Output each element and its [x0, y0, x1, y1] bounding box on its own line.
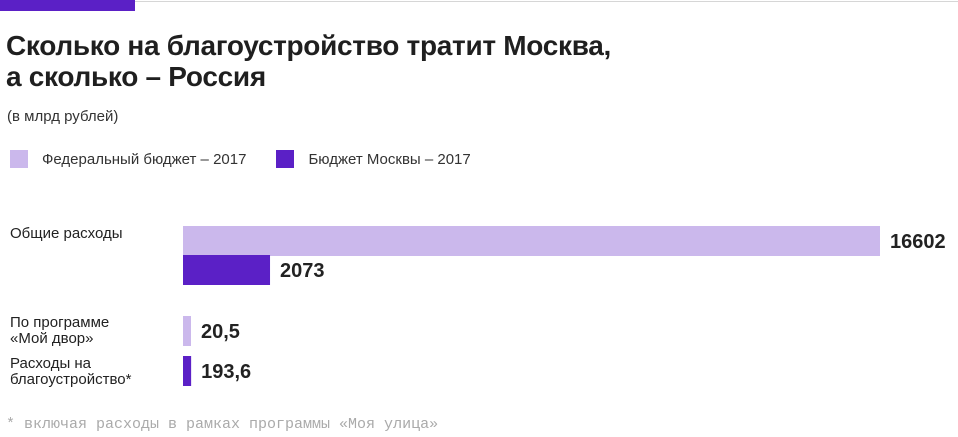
bar-improvement-moscow: [183, 356, 192, 386]
chart-title: Сколько на благоустройство тратит Москва…: [6, 30, 906, 92]
top-divider: [135, 1, 958, 2]
bar-value-label-total-moscow: 2073: [280, 260, 325, 282]
legend-item-federal: Федеральный бюджет – 2017: [10, 150, 246, 168]
bar-value-label-improvement-moscow: 193,6: [201, 361, 251, 383]
accent-bar: [0, 0, 135, 11]
category-label-moy-dvor-line-1: По программе: [10, 314, 110, 331]
category-label-total-line-1: Общие расходы: [10, 225, 123, 242]
footnote: * включая расходы в рамках программы «Мо…: [6, 416, 439, 433]
bar-value-label-moy-dvor-federal: 20,5: [201, 321, 240, 343]
legend-label-federal: Федеральный бюджет – 2017: [42, 150, 247, 168]
legend-swatch-federal: [10, 150, 28, 168]
bar-value-label-total-federal: 16602: [890, 231, 946, 253]
chart-title-line-2: а сколько – Россия: [6, 61, 266, 92]
bar-total-moscow: [183, 255, 271, 285]
bar-moy-dvor-federal: [183, 316, 191, 346]
category-label-improvement-line-1: Расходы на: [10, 355, 92, 372]
legend-label-moscow: Бюджет Москвы – 2017: [308, 150, 471, 168]
category-label-improvement-line-2: благоустройство*: [10, 371, 132, 388]
category-label-improvement: Расходы на благоустройство*: [10, 356, 131, 388]
chart-title-line-1: Сколько на благоустройство тратит Москва…: [6, 30, 611, 61]
bar-total-federal: [183, 226, 880, 256]
legend: Федеральный бюджет – 2017 Бюджет Москвы …: [10, 150, 501, 168]
legend-swatch-moscow: [276, 150, 295, 168]
chart-subtitle: (в млрд рублей): [7, 108, 119, 125]
category-label-total: Общие расходы: [10, 226, 123, 242]
category-label-moy-dvor-line-2: «Мой двор»: [10, 330, 94, 347]
legend-item-moscow: Бюджет Москвы – 2017: [276, 150, 471, 168]
category-label-moy-dvor: По программе «Мой двор»: [10, 315, 109, 347]
